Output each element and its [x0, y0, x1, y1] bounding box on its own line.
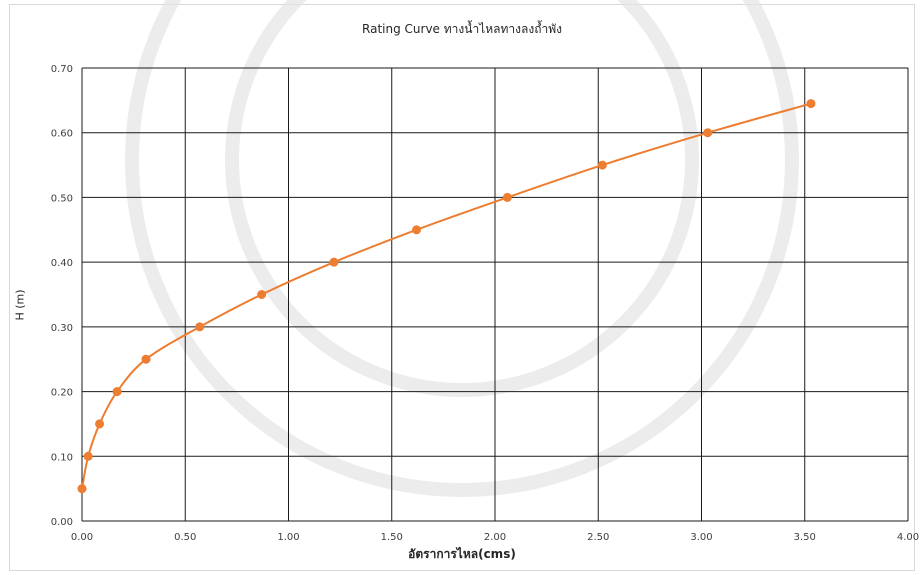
x-tick-label: 3.50	[794, 532, 816, 543]
data-point	[503, 193, 511, 201]
data-point	[78, 485, 86, 493]
x-tick-label: 0.50	[174, 532, 196, 543]
data-point	[598, 161, 606, 169]
y-tick-label: 0.20	[51, 388, 73, 399]
x-tick-label: 1.00	[277, 532, 299, 543]
data-point	[142, 355, 150, 363]
y-tick-label: 0.30	[51, 323, 73, 334]
data-point	[113, 388, 121, 396]
data-point	[704, 129, 712, 137]
data-point	[807, 100, 815, 108]
data-point	[413, 226, 421, 234]
data-point	[96, 420, 104, 428]
x-tick-label: 3.00	[690, 532, 712, 543]
x-tick-label: 2.50	[587, 532, 609, 543]
y-tick-label: 0.00	[51, 517, 73, 528]
data-point	[84, 452, 92, 460]
y-tick-label: 0.70	[51, 64, 73, 75]
y-tick-label: 0.60	[51, 129, 73, 140]
data-point	[196, 323, 204, 331]
data-point	[330, 258, 338, 266]
data-point	[258, 291, 266, 299]
x-tick-label: 0.00	[71, 532, 93, 543]
x-tick-label: 2.00	[484, 532, 506, 543]
y-tick-label: 0.10	[51, 452, 73, 463]
y-tick-label: 0.40	[51, 258, 73, 269]
x-tick-label: 1.50	[381, 532, 403, 543]
y-tick-label: 0.50	[51, 193, 73, 204]
x-tick-label: 4.00	[897, 532, 919, 543]
